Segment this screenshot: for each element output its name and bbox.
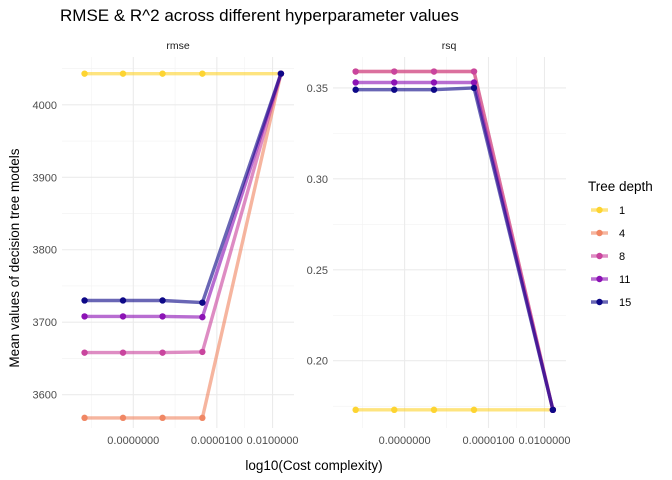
data-point-depth-4: [119, 414, 127, 422]
data-point-depth-15: [159, 297, 166, 304]
data-point-depth-8: [199, 348, 206, 356]
series-line-depth-4: [82, 71, 283, 420]
data-point-depth-8: [159, 349, 166, 356]
legend-label: 8: [619, 251, 625, 263]
panel-rsq-x-ticks: 0.0000000 0.0000100 0.0100000: [379, 435, 571, 447]
data-point-depth-11: [352, 79, 359, 86]
x-tick-label: 0.0000000: [107, 435, 159, 447]
panel-rsq-series: [352, 68, 557, 414]
legend-key-point: [596, 275, 603, 283]
x-axis-title: log10(Cost complexity): [245, 458, 382, 473]
data-point-depth-15: [352, 86, 359, 93]
x-tick-label: 0.0100000: [247, 435, 299, 447]
y-tick-label: 4000: [33, 100, 57, 112]
legend-key-point: [596, 252, 603, 260]
x-tick-label: 0.0000100: [463, 435, 515, 447]
series-line-depth-15: [354, 86, 555, 412]
y-axis-title: Mean values of decision tree models: [7, 148, 22, 367]
panel-rmse-grid: [62, 57, 294, 428]
legend-label: 11: [619, 274, 630, 286]
y-tick-label: 0.35: [307, 83, 328, 95]
y-tick-label: 0.20: [307, 356, 328, 368]
y-tick-label: 3700: [33, 317, 57, 329]
data-point-depth-11: [391, 79, 398, 86]
legend-item-depth-1: 1: [591, 205, 625, 217]
x-tick-label: 0.0000000: [379, 435, 431, 447]
legend-label: 1: [619, 205, 625, 217]
data-point-depth-1: [199, 70, 206, 77]
data-point-depth-8: [430, 68, 438, 75]
legend-item-depth-8: 8: [591, 251, 625, 263]
data-point-depth-1: [159, 70, 166, 77]
series-line-depth-4: [354, 69, 555, 412]
legend-title: Tree depth: [588, 179, 653, 194]
data-point-depth-11: [119, 313, 127, 320]
legend-items: 1 4 8 11 15: [591, 205, 631, 309]
data-point-depth-1: [470, 406, 478, 414]
legend-label: 4: [619, 228, 625, 240]
data-point-depth-15: [119, 297, 127, 304]
data-point-depth-11: [470, 79, 478, 86]
x-tick-label: 0.0000100: [191, 435, 243, 447]
data-point-depth-8: [81, 349, 88, 356]
data-point-depth-1: [352, 406, 359, 414]
data-point-depth-15: [391, 86, 398, 93]
data-point-depth-15: [81, 297, 88, 304]
panel-rsq-y-ticks: 0.20 0.25 0.30 0.35: [307, 83, 328, 368]
data-point-depth-15: [199, 299, 206, 306]
data-point-depth-8: [391, 68, 398, 75]
data-point-depth-11: [159, 313, 166, 320]
panel-rmse-y-ticks: 3600 3700 3800 3900 4000: [33, 100, 57, 402]
legend: Tree depth 1 4 8 11 15: [588, 179, 653, 309]
x-tick-label: 0.0100000: [518, 435, 570, 447]
series-line-depth-15: [82, 71, 283, 305]
data-point-depth-8: [470, 68, 478, 75]
panel-rsq-grid: [333, 57, 566, 428]
data-point-depth-1: [119, 70, 127, 77]
panel-strip-rsq: rsq: [442, 40, 457, 52]
panel-strip-rmse: rmse: [166, 40, 189, 52]
data-point-depth-15: [430, 86, 438, 93]
y-tick-label: 3800: [33, 245, 57, 257]
data-point-depth-8: [352, 68, 359, 75]
data-point-depth-4: [81, 414, 88, 422]
data-point-depth-11: [199, 313, 206, 321]
data-point-depth-4: [199, 414, 206, 422]
y-tick-label: 3900: [33, 172, 57, 184]
data-point-depth-11: [81, 313, 88, 320]
legend-key-point: [596, 229, 603, 237]
legend-label: 15: [619, 297, 631, 309]
data-point-depth-1: [81, 70, 88, 77]
y-tick-label: 0.30: [307, 174, 328, 186]
y-tick-label: 3600: [33, 390, 57, 402]
legend-key-point: [596, 206, 603, 214]
data-point-depth-8: [119, 349, 127, 356]
legend-key-point: [596, 298, 603, 306]
data-point-depth-11: [430, 79, 438, 86]
legend-item-depth-4: 4: [591, 228, 625, 240]
legend-item-depth-11: 11: [591, 274, 630, 286]
y-tick-label: 0.25: [307, 265, 328, 277]
data-point-depth-15: [549, 406, 557, 414]
panel-rmse-series: [81, 70, 285, 422]
data-point-depth-1: [430, 406, 438, 414]
chart-title: RMSE & R^2 across different hyperparamet…: [60, 6, 459, 25]
legend-item-depth-15: 15: [591, 297, 631, 309]
data-point-depth-1: [391, 406, 398, 414]
data-point-depth-4: [159, 414, 166, 422]
panel-rmse-x-ticks: 0.0000000 0.0000100 0.0100000: [107, 435, 298, 447]
data-point-depth-15: [277, 70, 285, 77]
series-line-depth-8: [354, 69, 555, 412]
data-point-depth-15: [470, 84, 478, 92]
series-line-depth-8: [82, 71, 283, 355]
panel-rsq: rsq 0.200.250.300.35 0.0000000 0.0000100 0…: [307, 40, 571, 447]
